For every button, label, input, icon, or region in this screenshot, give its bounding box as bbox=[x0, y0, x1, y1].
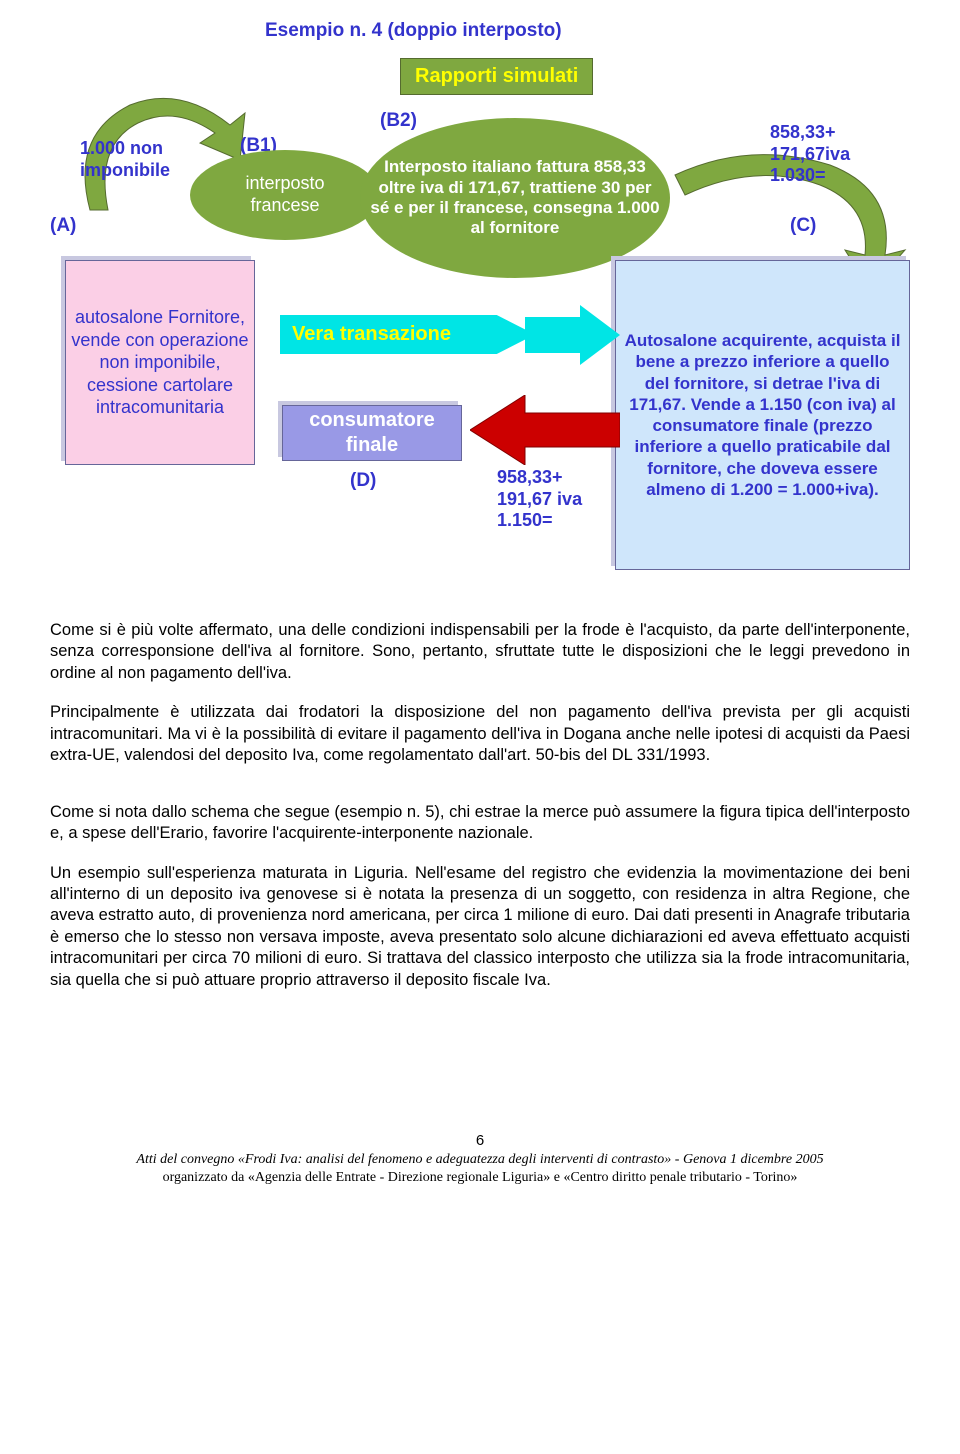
cyan-arrow-tip bbox=[525, 305, 620, 365]
text-958: 958,33+ 191,67 iva 1.150= bbox=[497, 467, 582, 532]
label-c: (C) bbox=[790, 215, 816, 237]
ellipse-interposto-francese: interposto francese bbox=[190, 150, 380, 240]
red-arrow bbox=[470, 395, 620, 465]
label-a: (A) bbox=[50, 215, 76, 237]
paragraph-4: Un esempio sull'esperienza maturata in L… bbox=[50, 863, 910, 992]
text-858: 858,33+ 171,67iva 1.030= bbox=[770, 122, 850, 187]
page-footer: 6 Atti del convegno «Frodi Iva: analisi … bbox=[50, 1131, 910, 1187]
diagram-container: Esempio n. 4 (doppio interposto) Rapport… bbox=[50, 20, 920, 590]
paragraph-1: Come si è più volte affermato, una delle… bbox=[50, 620, 910, 684]
arrow-vera-transazione: Vera transazione bbox=[280, 315, 535, 354]
footer-line-1: Atti del convegno «Frodi Iva: analisi de… bbox=[50, 1151, 910, 1169]
diagram-title: Esempio n. 4 (doppio interposto) bbox=[265, 20, 562, 42]
label-b2: (B2) bbox=[380, 110, 417, 132]
page-number: 6 bbox=[50, 1131, 910, 1151]
box-autosalone-acquirente: Autosalone acquirente, acquista il bene … bbox=[615, 260, 910, 570]
box-autosalone-fornitore: autosalone Fornitore, vende con operazio… bbox=[65, 260, 255, 465]
paragraph-3: Come si nota dallo schema che segue (ese… bbox=[50, 802, 910, 845]
paragraph-2: Principalmente è utilizzata dai frodator… bbox=[50, 702, 910, 766]
label-d: (D) bbox=[350, 470, 376, 492]
ellipse-interposto-italiano: Interposto italiano fattura 858,33 oltre… bbox=[360, 118, 670, 278]
box-consumatore-finale: consumatore finale bbox=[282, 405, 462, 461]
diagram-subtitle: Rapporti simulati bbox=[400, 58, 593, 95]
text-nonimponibile: 1.000 non imponibile bbox=[80, 138, 170, 181]
footer-line-2: organizzato da «Agenzia delle Entrate - … bbox=[50, 1169, 910, 1187]
